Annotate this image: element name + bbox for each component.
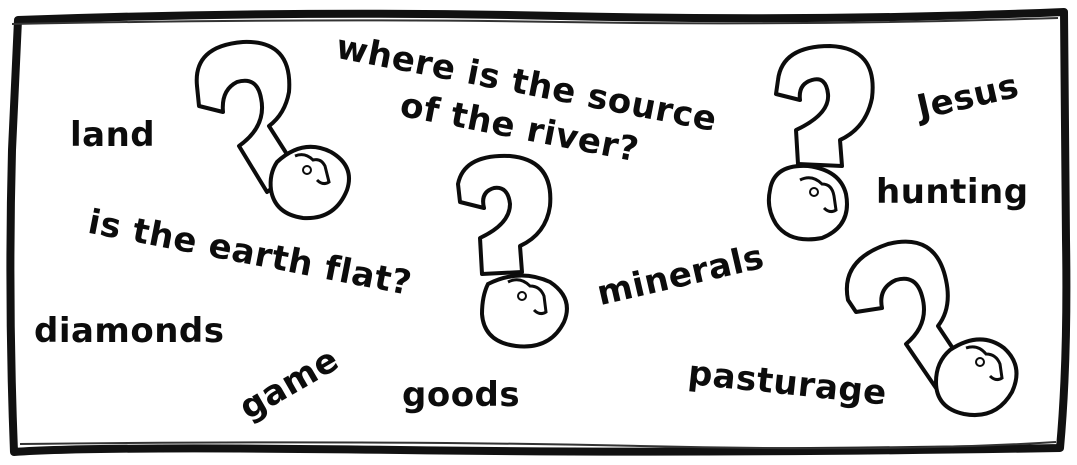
text-diamonds: diamonds [34, 311, 225, 351]
question-head-icon [456, 153, 569, 349]
question-head-icon [766, 44, 875, 242]
text-hunting: hunting [876, 172, 1029, 212]
question-head-icon [844, 239, 1019, 417]
text-land: land [70, 115, 156, 155]
question-head-icon [194, 39, 351, 221]
text-goods: goods [402, 375, 521, 415]
